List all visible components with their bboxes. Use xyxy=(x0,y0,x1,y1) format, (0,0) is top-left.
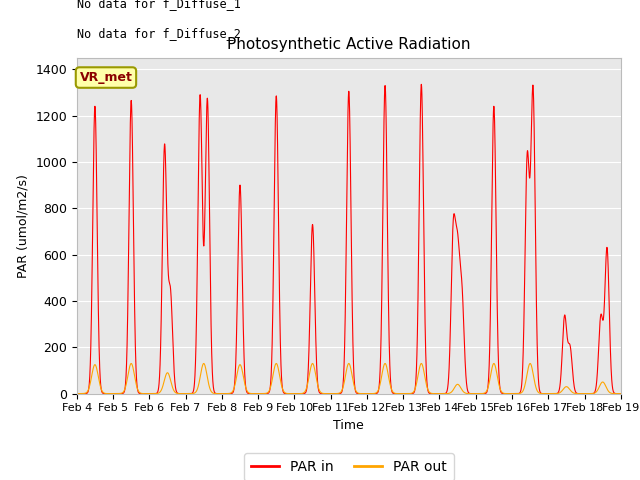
Text: No data for f_Diffuse_1: No data for f_Diffuse_1 xyxy=(77,0,241,10)
Title: Photosynthetic Active Radiation: Photosynthetic Active Radiation xyxy=(227,37,470,52)
X-axis label: Time: Time xyxy=(333,419,364,432)
Text: No data for f_Diffuse_2: No data for f_Diffuse_2 xyxy=(77,27,241,40)
Text: VR_met: VR_met xyxy=(79,71,132,84)
Y-axis label: PAR (umol/m2/s): PAR (umol/m2/s) xyxy=(17,174,29,277)
Legend: PAR in, PAR out: PAR in, PAR out xyxy=(244,453,454,480)
